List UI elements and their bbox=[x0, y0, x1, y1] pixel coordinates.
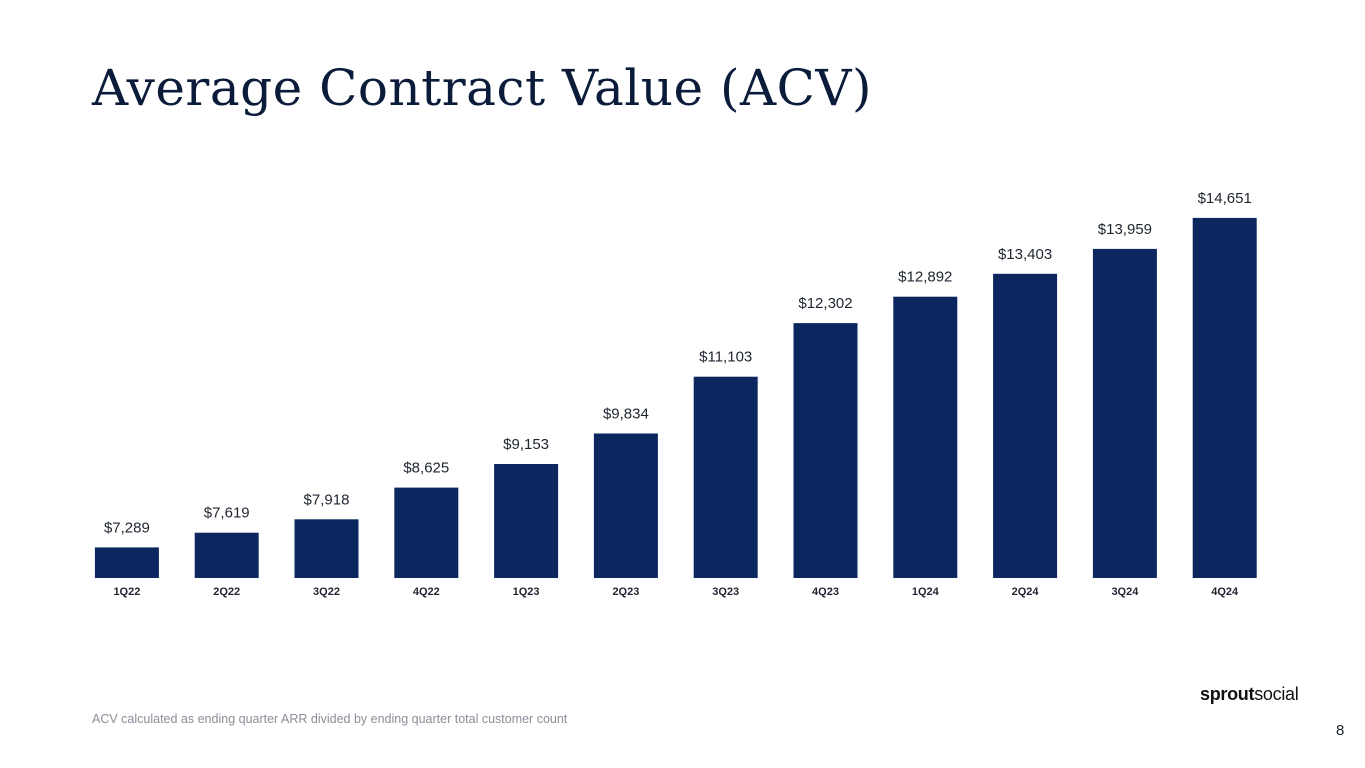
bar-4Q23 bbox=[793, 323, 858, 578]
bar-4Q22 bbox=[394, 487, 459, 578]
x-tick-label-3Q24: 3Q24 bbox=[1111, 586, 1139, 598]
x-tick-label-1Q23: 1Q23 bbox=[513, 586, 540, 598]
data-label-3Q22: $7,918 bbox=[304, 491, 350, 508]
logo-bold-text: sprout bbox=[1200, 684, 1255, 704]
x-tick-label-4Q23: 4Q23 bbox=[812, 586, 839, 598]
footnote: ACV calculated as ending quarter ARR div… bbox=[92, 712, 568, 726]
data-label-1Q22: $7,289 bbox=[104, 519, 150, 536]
bar-1Q24 bbox=[893, 296, 958, 578]
sprout-social-logo: sproutsocial bbox=[1200, 684, 1299, 705]
bar-4Q24 bbox=[1192, 217, 1257, 578]
bar-1Q23 bbox=[494, 464, 559, 578]
x-tick-label-3Q22: 3Q22 bbox=[313, 586, 340, 598]
x-tick-label-2Q23: 2Q23 bbox=[612, 586, 639, 598]
bar-3Q22 bbox=[294, 519, 359, 578]
logo-regular-text: social bbox=[1254, 684, 1299, 704]
bar-1Q22 bbox=[94, 547, 159, 578]
x-tick-label-2Q24: 2Q24 bbox=[1012, 586, 1040, 598]
x-tick-label-1Q22: 1Q22 bbox=[113, 586, 140, 598]
data-label-4Q23: $12,302 bbox=[798, 295, 852, 312]
x-tick-label-4Q24: 4Q24 bbox=[1211, 586, 1239, 598]
bar-3Q24 bbox=[1092, 248, 1157, 578]
x-tick-label-2Q22: 2Q22 bbox=[213, 586, 240, 598]
data-label-1Q23: $9,153 bbox=[503, 436, 549, 453]
bar-2Q23 bbox=[593, 433, 658, 578]
page-title: Average Contract Value (ACV) bbox=[92, 59, 872, 117]
x-tick-label-4Q22: 4Q22 bbox=[413, 586, 440, 598]
data-label-1Q24: $12,892 bbox=[898, 269, 952, 286]
data-label-3Q24: $13,959 bbox=[1098, 221, 1152, 238]
bar-2Q22 bbox=[194, 532, 259, 578]
data-label-4Q24: $14,651 bbox=[1198, 190, 1252, 207]
data-label-2Q23: $9,834 bbox=[603, 406, 649, 423]
data-label-2Q24: $13,403 bbox=[998, 246, 1052, 263]
bar-3Q23 bbox=[693, 376, 758, 578]
x-tick-label-1Q24: 1Q24 bbox=[912, 586, 940, 598]
page-number: 8 bbox=[1336, 722, 1345, 739]
data-label-2Q22: $7,619 bbox=[204, 505, 250, 522]
bar-2Q24 bbox=[993, 273, 1058, 578]
data-label-4Q22: $8,625 bbox=[403, 460, 449, 477]
data-label-3Q23: $11,103 bbox=[699, 349, 752, 366]
x-tick-label-3Q23: 3Q23 bbox=[712, 586, 739, 598]
